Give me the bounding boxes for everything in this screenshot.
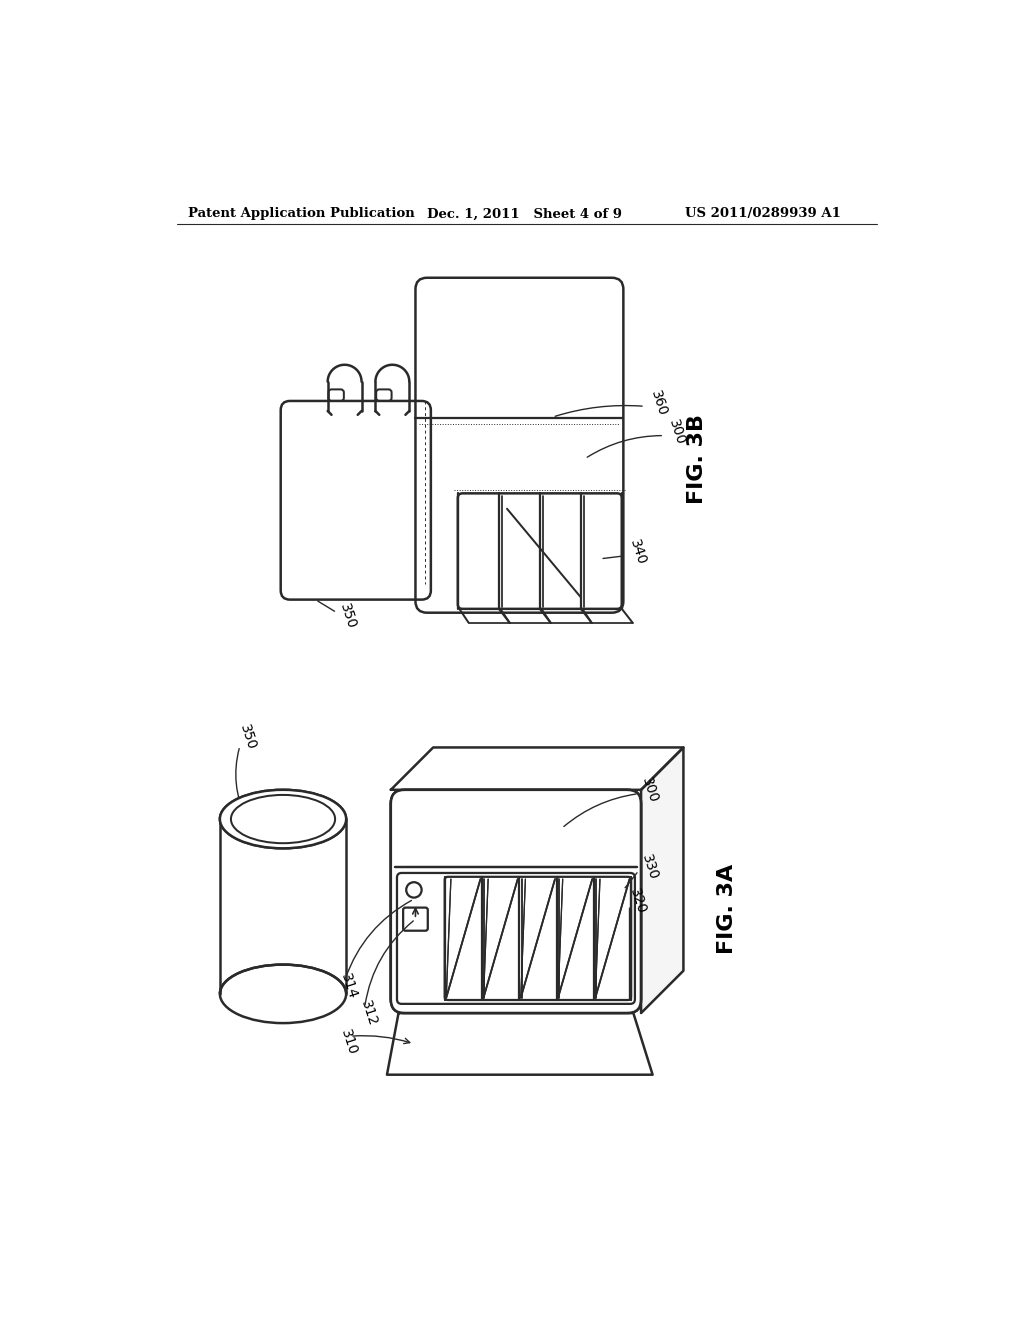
Text: US 2011/0289939 A1: US 2011/0289939 A1 bbox=[685, 207, 841, 220]
Text: 314: 314 bbox=[339, 972, 359, 1001]
Text: 320: 320 bbox=[628, 887, 648, 916]
FancyBboxPatch shape bbox=[397, 873, 635, 1003]
Polygon shape bbox=[220, 818, 346, 994]
Text: 350: 350 bbox=[237, 723, 258, 752]
Ellipse shape bbox=[231, 795, 335, 843]
Text: FIG. 3B: FIG. 3B bbox=[686, 413, 707, 504]
Text: 300: 300 bbox=[666, 417, 687, 446]
Ellipse shape bbox=[220, 789, 346, 849]
Ellipse shape bbox=[231, 795, 335, 843]
FancyBboxPatch shape bbox=[444, 876, 631, 1001]
Text: Patent Application Publication: Patent Application Publication bbox=[188, 207, 415, 220]
Text: 340: 340 bbox=[628, 539, 648, 568]
Text: 350: 350 bbox=[337, 602, 358, 631]
Text: 312: 312 bbox=[357, 998, 379, 1028]
FancyBboxPatch shape bbox=[391, 789, 641, 1014]
Polygon shape bbox=[391, 747, 683, 789]
Polygon shape bbox=[387, 1014, 652, 1074]
Text: Dec. 1, 2011   Sheet 4 of 9: Dec. 1, 2011 Sheet 4 of 9 bbox=[427, 207, 622, 220]
Text: 360: 360 bbox=[648, 388, 670, 418]
FancyBboxPatch shape bbox=[391, 789, 641, 1014]
Text: 310: 310 bbox=[339, 1028, 359, 1057]
Text: 300: 300 bbox=[639, 775, 660, 804]
Text: 330: 330 bbox=[639, 853, 660, 882]
Ellipse shape bbox=[220, 789, 346, 849]
Polygon shape bbox=[641, 747, 683, 1014]
Text: FIG. 3A: FIG. 3A bbox=[717, 865, 737, 954]
